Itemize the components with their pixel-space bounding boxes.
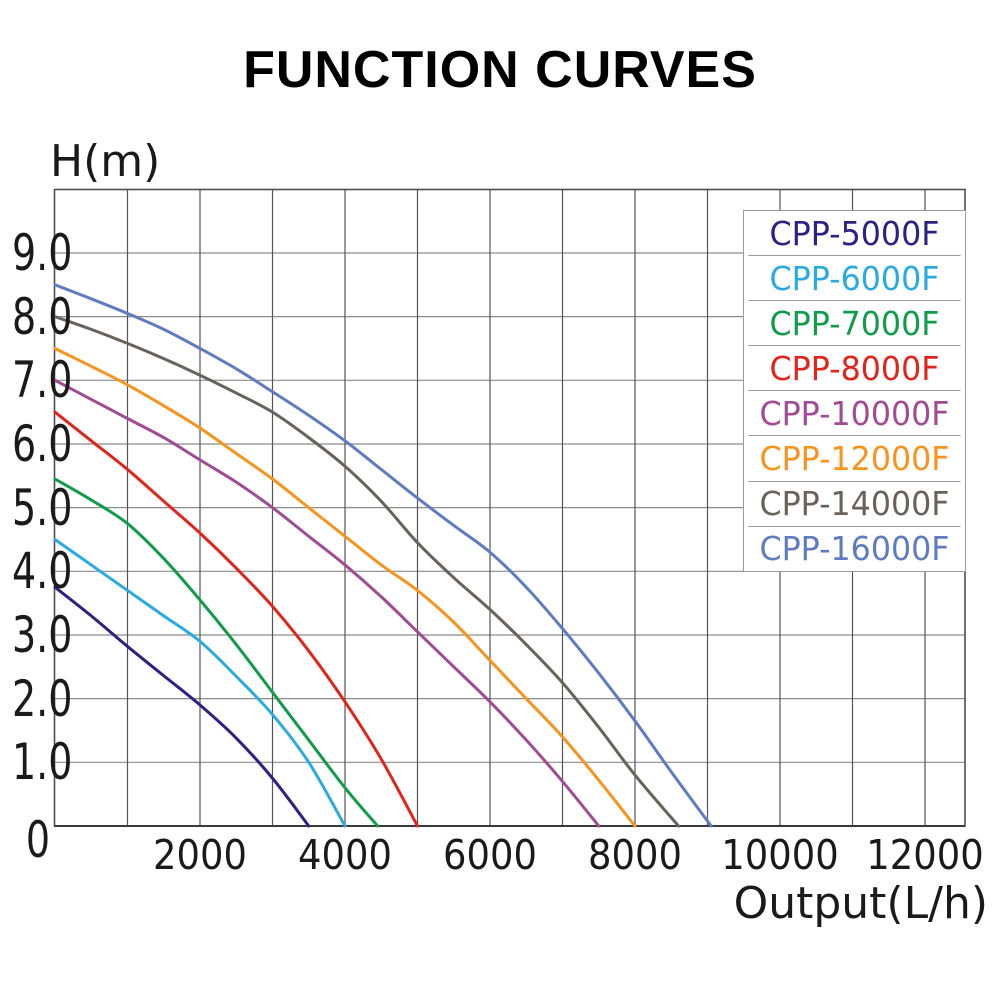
legend-item-CPP-5000F: CPP-5000F [769,213,940,253]
x-tick-label: 6000 [443,831,537,879]
legend-item-CPP-7000F: CPP-7000F [748,300,961,345]
x-tick-label: 12000 [866,831,984,879]
y-tick-label: 6.0 [12,414,73,473]
x-tick-label: 8000 [588,831,682,879]
y-tick-label: 1.0 [12,733,73,792]
curve-CPP-16000F [53,283,713,828]
y-tick-label: 7.0 [12,351,73,410]
y-tick-label: 0 [25,811,50,869]
x-tick-label: 2000 [153,831,247,879]
curve-CPP-14000F [53,315,680,828]
y-tick-label: 3.0 [12,605,73,664]
curve-CPP-8000F [53,410,419,828]
legend-item-CPP-10000F: CPP-10000F [748,390,961,435]
x-tick-label: 10000 [721,831,839,879]
legend-item-CPP-6000F: CPP-6000F [748,255,961,300]
y-tick-label: 4.0 [12,542,73,601]
x-axis-title: Output(L/h) [733,878,988,929]
legend-item-CPP-14000F: CPP-14000F [748,480,961,526]
curve-CPP-6000F [53,537,347,828]
y-tick-label: 8.0 [12,287,73,346]
curve-CPP-12000F [53,346,637,828]
legend: CPP-5000F CPP-6000F CPP-7000F CPP-8000F CPP-… [743,210,966,572]
curve-CPP-5000F [53,585,311,828]
legend-item-CPP-12000F: CPP-12000F [748,435,961,480]
y-tick-label: 9.0 [12,223,73,282]
y-tick-label: 2.0 [12,669,73,728]
chart-title: FUNCTION CURVES [243,41,757,99]
curve-CPP-10000F [53,378,601,828]
curve-CPP-7000F [53,477,380,828]
y-tick-label: 5.0 [12,478,73,537]
legend-item-CPP-16000F: CPP-16000F [748,525,961,571]
y-axis-title: H(m) [50,136,161,187]
x-tick-label: 4000 [298,831,392,879]
legend-item-CPP-8000F: CPP-8000F [748,345,961,390]
